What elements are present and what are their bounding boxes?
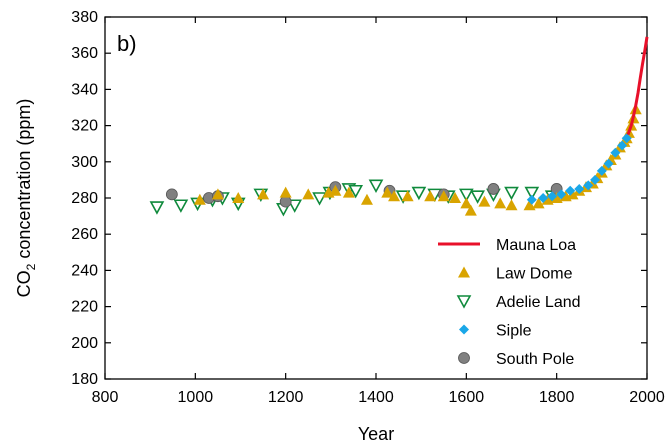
legend-item: Siple xyxy=(459,323,532,340)
data-point xyxy=(596,165,607,176)
legend-label: Mauna Loa xyxy=(496,237,576,254)
data-point xyxy=(279,186,292,198)
data-point xyxy=(302,188,315,200)
data-point xyxy=(603,158,614,169)
x-tick-label: 1600 xyxy=(449,389,485,406)
data-point xyxy=(541,193,554,205)
data-point xyxy=(574,183,585,194)
data-point xyxy=(348,184,364,199)
series-law-dome xyxy=(193,103,642,216)
data-point xyxy=(494,197,507,209)
data-point xyxy=(621,133,632,144)
data-point xyxy=(532,197,545,209)
y-axis: 180 200 220 240 260 280 300 320 340 360 380 xyxy=(71,9,647,388)
data-point xyxy=(458,188,474,203)
y-tick-label: 380 xyxy=(71,9,98,26)
data-point xyxy=(173,199,189,213)
legend-item: South Pole xyxy=(458,351,574,368)
data-point xyxy=(547,191,558,202)
data-point xyxy=(211,188,224,200)
x-tick-label: 1000 xyxy=(178,389,214,406)
legend-item: Adelie Land xyxy=(456,294,581,311)
data-point xyxy=(478,195,491,207)
legend-label: Adelie Land xyxy=(496,294,581,311)
y-tick-label: 280 xyxy=(71,190,98,207)
data-point xyxy=(610,147,621,158)
x-tick-label: 1400 xyxy=(358,389,394,406)
panel-label: b) xyxy=(117,31,137,56)
x-tick-label: 800 xyxy=(92,389,119,406)
y-tick-label: 180 xyxy=(71,371,98,388)
data-point xyxy=(232,192,245,203)
data-point xyxy=(556,189,567,200)
y-tick-label: 220 xyxy=(71,299,98,316)
x-tick-label: 1200 xyxy=(268,389,304,406)
data-series xyxy=(149,36,649,217)
legend-label: South Pole xyxy=(496,351,574,368)
data-point xyxy=(617,140,628,151)
legend-swatch-marker xyxy=(458,352,470,364)
data-point xyxy=(464,204,477,216)
y-tick-label: 360 xyxy=(71,45,98,62)
data-point xyxy=(287,199,303,213)
legend-item: Mauna Loa xyxy=(438,237,576,254)
series-mauna-loa xyxy=(626,36,649,136)
y-tick-label: 300 xyxy=(71,154,98,171)
data-point xyxy=(526,194,537,205)
data-point xyxy=(342,186,355,198)
data-point xyxy=(149,201,165,215)
x-tick-label: 1800 xyxy=(539,389,575,406)
data-point xyxy=(257,188,270,200)
data-point xyxy=(193,193,206,205)
y-tick-label: 320 xyxy=(71,118,98,135)
data-point xyxy=(279,195,292,208)
data-point xyxy=(505,199,518,211)
data-point xyxy=(401,190,414,202)
legend-swatch-marker xyxy=(459,324,469,335)
data-point xyxy=(312,192,327,206)
y-tick-label: 260 xyxy=(71,226,98,243)
data-point xyxy=(460,197,473,209)
legend-label: Law Dome xyxy=(496,266,573,283)
legend-swatch-marker xyxy=(456,295,472,309)
data-point xyxy=(388,190,401,202)
data-point xyxy=(411,186,427,201)
data-point xyxy=(329,184,342,196)
y-axis-title-co: CO xyxy=(14,270,34,297)
data-point xyxy=(538,193,549,203)
x-tick-label: 2000 xyxy=(629,389,665,406)
data-point xyxy=(449,192,462,203)
data-point xyxy=(583,180,594,191)
series-siple xyxy=(526,133,632,205)
data-point xyxy=(368,179,384,194)
data-point xyxy=(590,174,601,185)
data-point xyxy=(424,190,437,202)
x-axis: 800 1000 1200 1400 1600 1800 2000 xyxy=(92,17,665,406)
data-point xyxy=(360,193,373,205)
data-point xyxy=(524,186,540,201)
legend-item: Law Dome xyxy=(458,266,573,283)
y-axis-title-subscript: 2 xyxy=(24,263,38,270)
data-point xyxy=(523,199,536,211)
data-point xyxy=(550,192,563,203)
x-axis-title: Year xyxy=(358,424,394,444)
y-tick-label: 240 xyxy=(71,262,98,279)
y-axis-title: CO2 concentration (ppm) xyxy=(14,99,38,298)
y-tick-label: 200 xyxy=(71,335,98,352)
y-axis-title-rest: concentration (ppm) xyxy=(14,99,34,264)
data-point xyxy=(504,186,519,201)
data-point xyxy=(470,190,485,204)
data-point xyxy=(437,190,450,202)
data-point xyxy=(487,183,500,195)
data-point xyxy=(566,188,579,200)
legend: Mauna Loa Law Dome Adelie Land Siple South P… xyxy=(438,237,581,368)
mauna-loa-line xyxy=(626,36,649,136)
legend-label: Siple xyxy=(496,323,532,340)
legend-swatch-marker xyxy=(458,266,470,278)
y-tick-label: 340 xyxy=(71,81,98,98)
data-point xyxy=(165,188,178,201)
data-point xyxy=(565,185,576,196)
data-point xyxy=(381,186,394,198)
